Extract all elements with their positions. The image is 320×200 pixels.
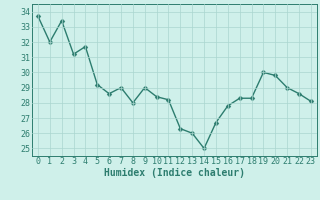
X-axis label: Humidex (Indice chaleur): Humidex (Indice chaleur) (104, 168, 245, 178)
